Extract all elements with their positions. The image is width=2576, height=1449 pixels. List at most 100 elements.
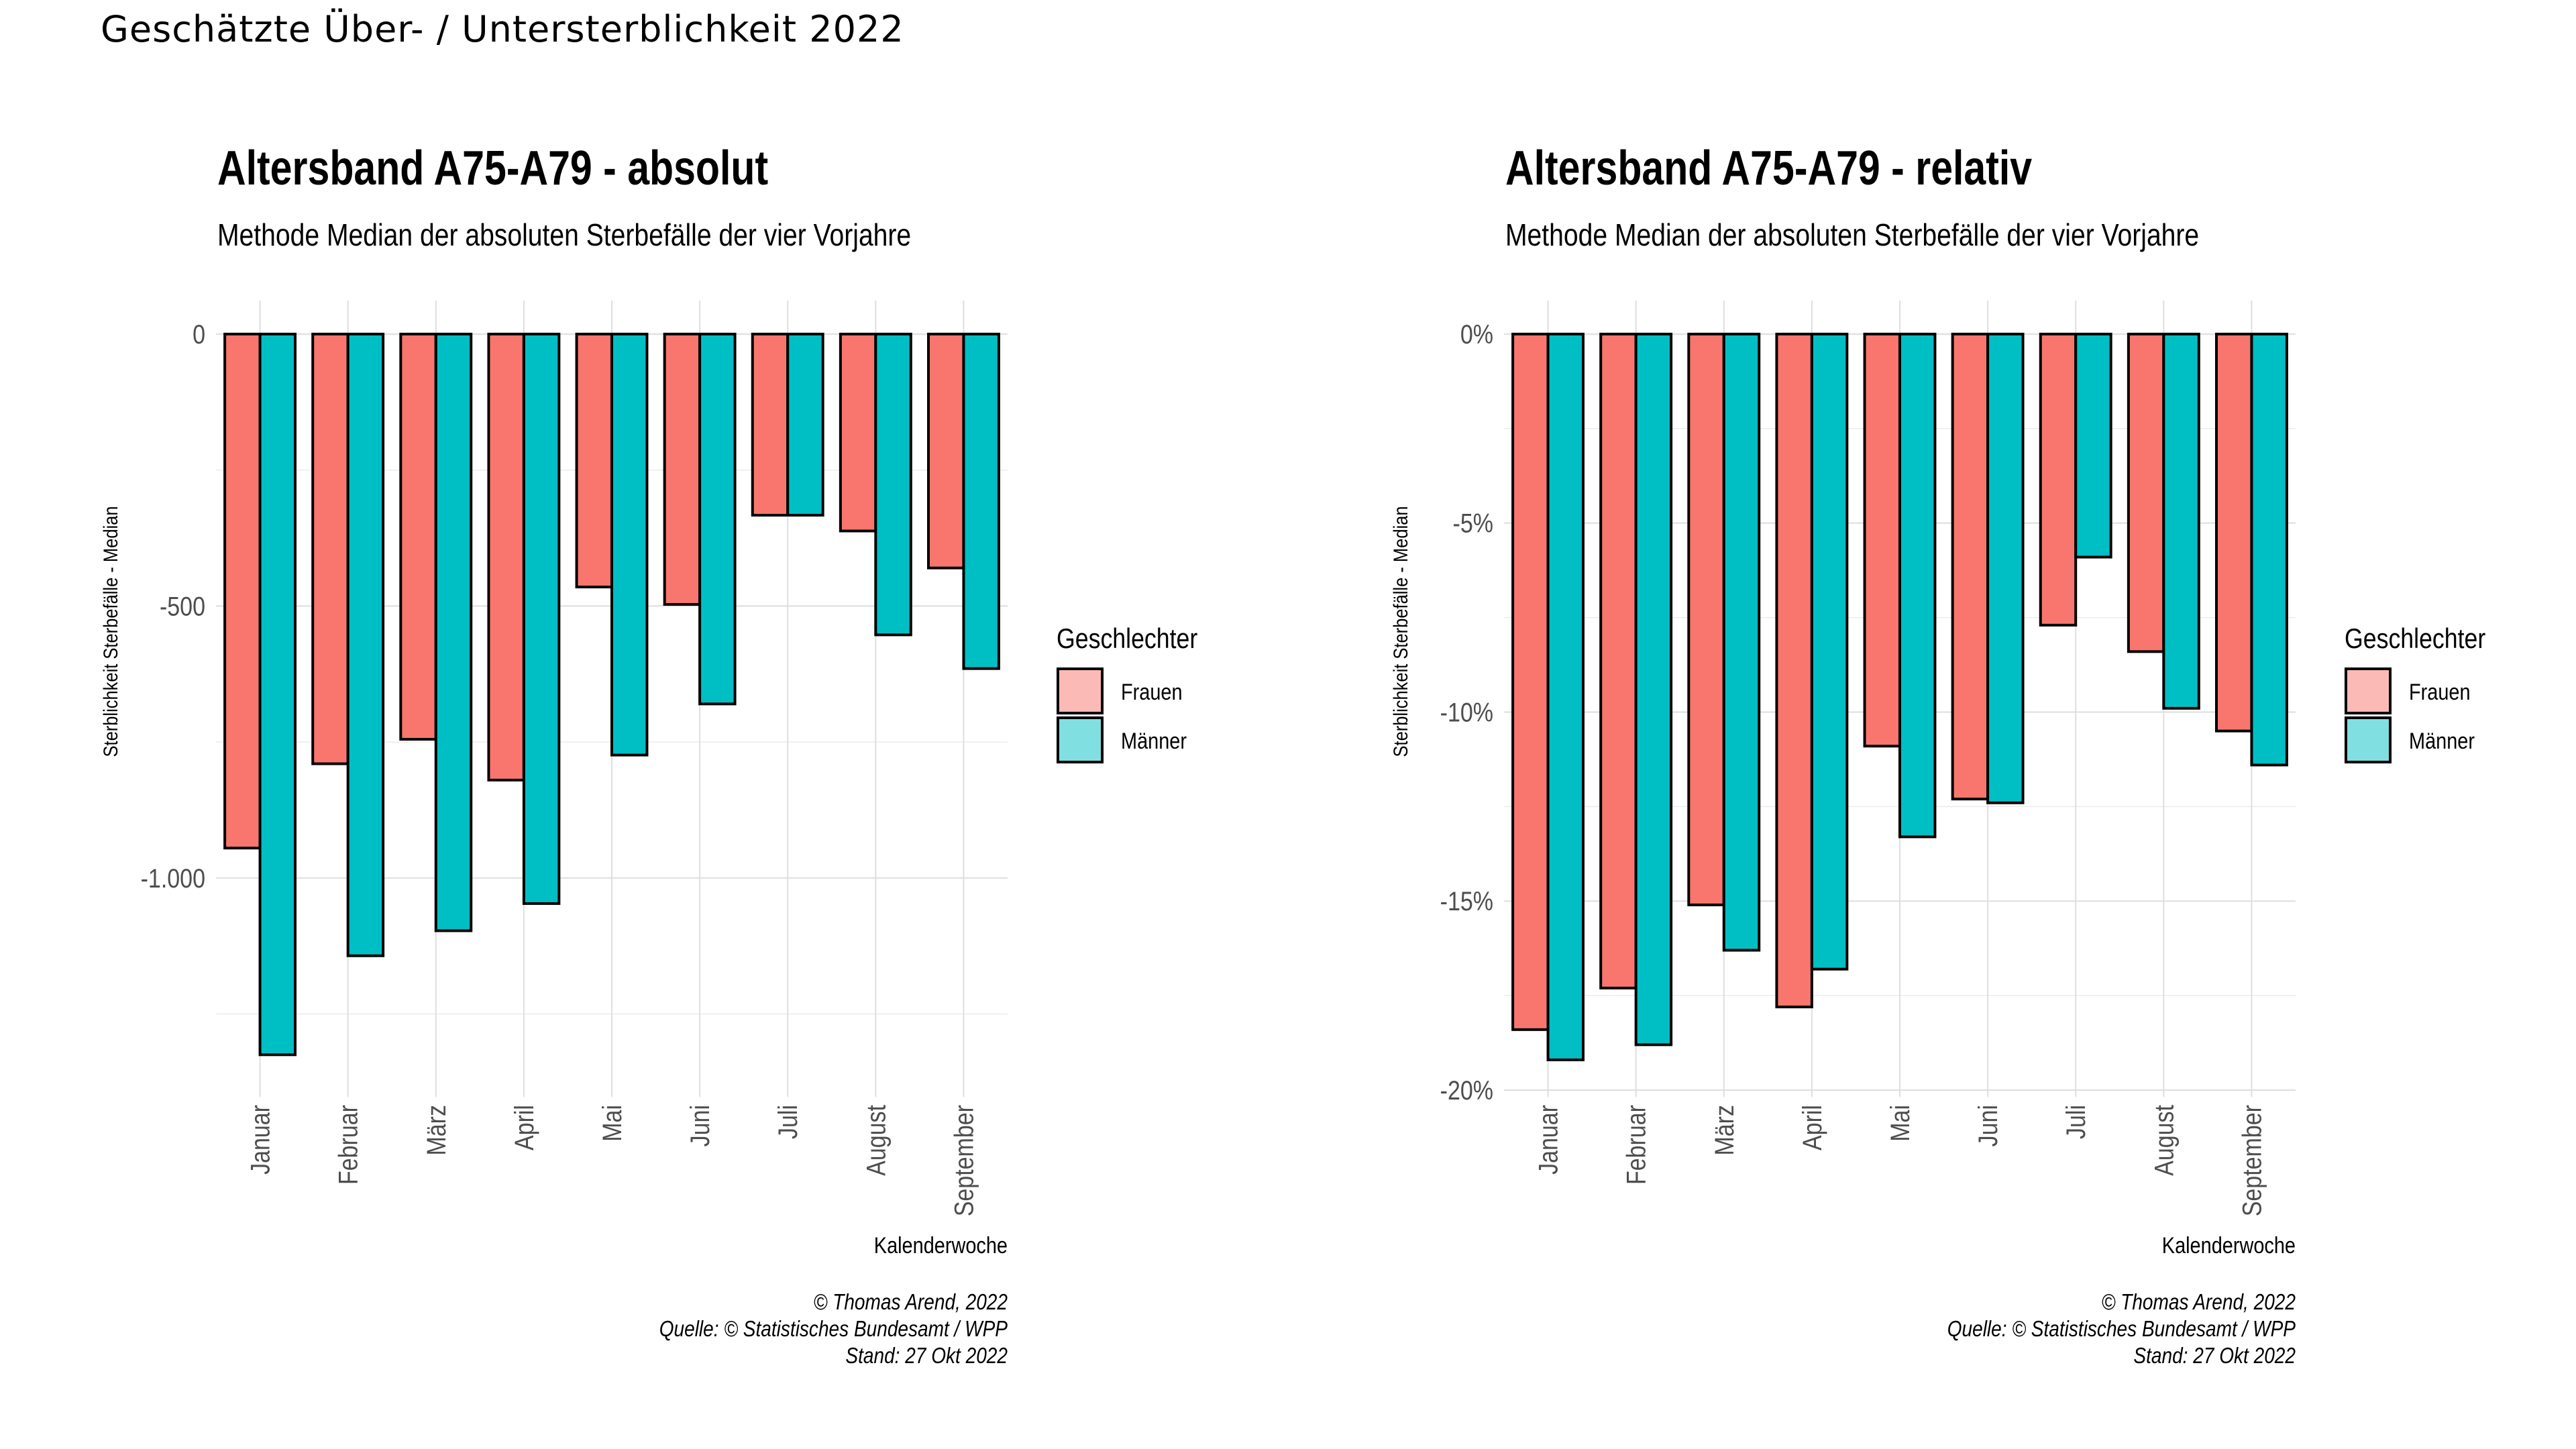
y-tick-label: 0	[193, 319, 205, 349]
x-tick-label: Juli	[2061, 1105, 2091, 1139]
chart-title: Altersband A75-A79 - relativ	[1505, 140, 2032, 195]
chart-subtitle: Methode Median der absoluten Sterbefälle…	[1505, 218, 2199, 253]
caption-line: Quelle: © Statistisches Bundesamt / WPP	[1947, 1317, 2296, 1342]
bar-frauen-september	[927, 333, 965, 570]
bar-männer-august	[874, 333, 912, 637]
y-tick-label: -15%	[1440, 886, 1493, 916]
caption-line: Stand: 27 Okt 2022	[845, 1344, 1008, 1368]
bar-frauen-märz	[399, 333, 437, 741]
bar-männer-januar	[258, 333, 297, 1057]
bar-männer-august	[2162, 333, 2200, 710]
bar-männer-april	[1810, 333, 1849, 971]
y-tick-label: -5%	[1453, 508, 1493, 538]
x-tick-label-group: Juli	[773, 1105, 803, 1139]
bar-frauen-april	[487, 333, 525, 782]
legend-label: Männer	[2409, 728, 2475, 754]
bar-männer-mai	[610, 333, 649, 757]
bar-männer-januar	[1546, 333, 1585, 1061]
bar-männer-februar	[1634, 333, 1673, 1046]
bar-männer-mai	[1898, 333, 1937, 839]
bar-frauen-september	[2215, 333, 2253, 733]
x-tick-label: April	[1796, 1105, 1827, 1150]
x-tick-label-group: Mai	[596, 1105, 627, 1142]
caption-line: © Thomas Arend, 2022	[814, 1290, 1008, 1315]
x-tick-label-group: März	[421, 1105, 451, 1156]
bar-männer-september	[962, 333, 1000, 670]
legend-key-männer	[1057, 716, 1104, 763]
bar-frauen-februar	[311, 333, 350, 765]
bar-frauen-august	[2127, 333, 2165, 653]
y-axis-title: Sterblichkeit Sterbefälle - Median	[1389, 506, 1411, 757]
bar-männer-februar	[346, 333, 385, 957]
x-tick-label-group: März	[1709, 1105, 1739, 1156]
bar-männer-juni	[698, 333, 737, 706]
bar-männer-märz	[434, 333, 473, 932]
chart-absolute: Altersband A75-A79 - absolut Methode Medi…	[99, 140, 1197, 1368]
y-tick-label: -10%	[1440, 697, 1493, 727]
x-tick-label: Januar	[1533, 1105, 1563, 1175]
bar-männer-juli	[786, 333, 824, 517]
x-tick-label-group: Juni	[1972, 1105, 2002, 1146]
legend-label: Männer	[1121, 728, 1187, 754]
bar-männer-september	[2250, 333, 2288, 767]
x-tick-label-group: Februar	[1621, 1105, 1651, 1185]
x-axis-title: Kalenderwoche	[2162, 1232, 2296, 1258]
y-tick-label: 0%	[1460, 319, 1493, 349]
x-tick-label-group: Juli	[2061, 1105, 2091, 1139]
bar-männer-märz	[1722, 333, 1761, 952]
bar-frauen-april	[1775, 333, 1813, 1009]
y-tick-label: -500	[160, 591, 205, 621]
legend-key-frauen	[1057, 667, 1104, 714]
bar-frauen-januar	[223, 333, 262, 850]
bar-männer-april	[522, 333, 561, 905]
bar-frauen-juni	[1951, 333, 1990, 801]
caption-line: Quelle: © Statistisches Bundesamt / WPP	[659, 1317, 1008, 1342]
x-tick-label-group: Februar	[333, 1105, 363, 1185]
y-tick-label: -20%	[1440, 1075, 1493, 1105]
x-tick-label: Juni	[684, 1105, 714, 1146]
x-axis-title: Kalenderwoche	[874, 1232, 1008, 1258]
caption-line: Stand: 27 Okt 2022	[2133, 1344, 2296, 1368]
caption-line: © Thomas Arend, 2022	[2102, 1290, 2296, 1315]
bar-männer-juli	[2074, 333, 2112, 559]
x-tick-label-group: September	[2237, 1105, 2267, 1216]
bar-frauen-juli	[751, 333, 790, 517]
x-tick-label-group: Juni	[684, 1105, 714, 1146]
x-tick-label: März	[421, 1105, 451, 1156]
x-tick-label: Januar	[245, 1105, 275, 1175]
bar-frauen-juni	[663, 333, 702, 606]
legend-title: Geschlechter	[2345, 623, 2485, 654]
x-tick-label: September	[2237, 1105, 2267, 1216]
legend-key-männer	[2345, 716, 2392, 763]
bar-männer-juni	[1986, 333, 2025, 804]
x-tick-label-group: Januar	[245, 1105, 275, 1175]
bar-frauen-märz	[1687, 333, 1725, 906]
x-tick-label-group: Januar	[1533, 1105, 1563, 1175]
x-tick-label: August	[2149, 1104, 2179, 1175]
x-tick-label: April	[508, 1105, 539, 1150]
legend-title: Geschlechter	[1057, 623, 1197, 654]
chart-relative: Altersband A75-A79 - relativ Methode Medi…	[1389, 140, 2485, 1368]
x-tick-label: Februar	[1621, 1105, 1651, 1185]
x-tick-label: Mai	[1884, 1105, 1915, 1142]
chart-subtitle: Methode Median der absoluten Sterbefälle…	[217, 218, 911, 253]
y-axis-title-group: Sterblichkeit Sterbefälle - Median	[99, 506, 121, 757]
x-tick-label-group: August	[2149, 1104, 2179, 1175]
x-tick-label-group: August	[861, 1104, 891, 1175]
x-tick-label-group: Mai	[1884, 1105, 1915, 1142]
legend-label: Frauen	[1121, 679, 1183, 705]
bar-frauen-mai	[575, 333, 613, 589]
x-tick-label-group: April	[1796, 1105, 1827, 1150]
x-tick-label: März	[1709, 1105, 1739, 1156]
bar-frauen-august	[839, 333, 877, 533]
bar-frauen-januar	[1511, 333, 1550, 1031]
page-title: Geschätzte Über- / Untersterblichkeit 20…	[101, 8, 904, 50]
x-tick-label: September	[949, 1105, 979, 1216]
x-tick-label: Februar	[333, 1105, 363, 1185]
legend-label: Frauen	[2409, 679, 2471, 705]
bar-frauen-mai	[1863, 333, 1901, 748]
chart-title: Altersband A75-A79 - absolut	[217, 140, 768, 195]
x-tick-label-group: April	[508, 1105, 539, 1150]
x-tick-label-group: September	[949, 1105, 979, 1216]
bar-frauen-juli	[2039, 333, 2078, 627]
